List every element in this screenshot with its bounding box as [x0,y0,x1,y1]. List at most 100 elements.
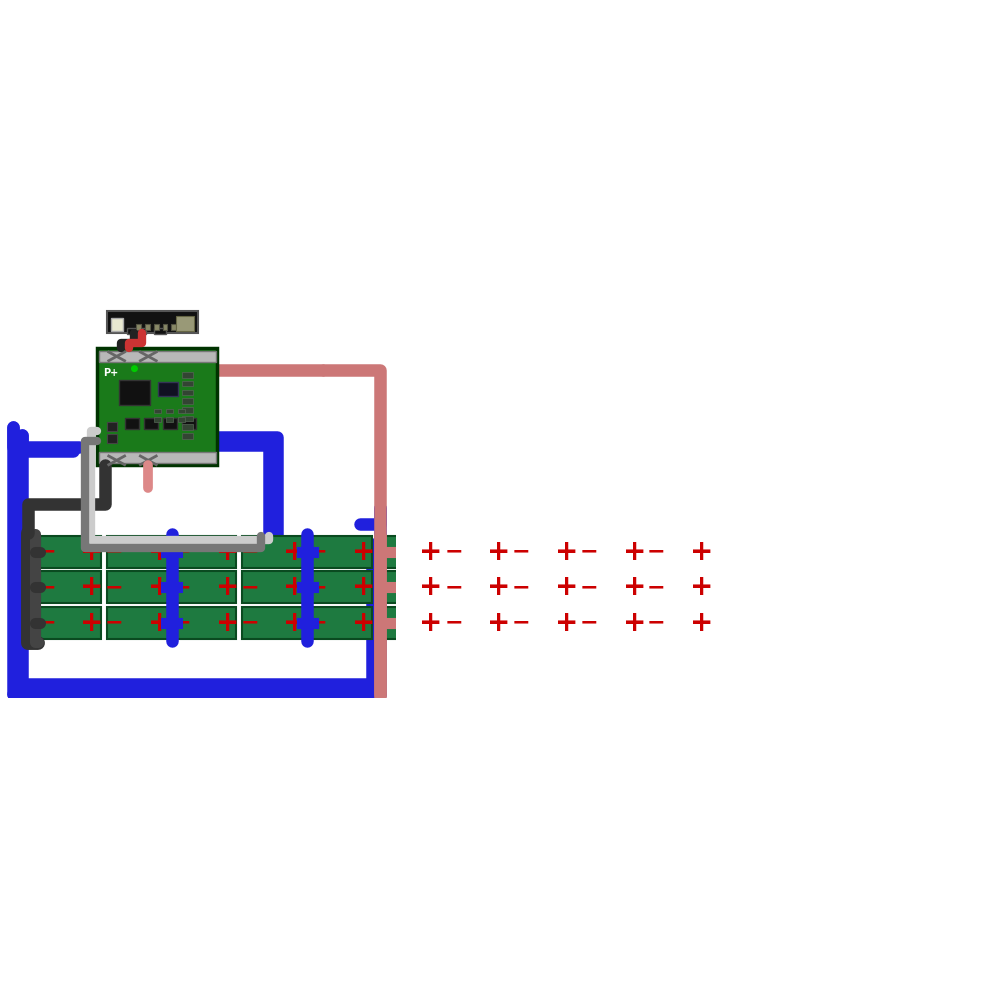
Bar [162,418,177,429]
Bar [143,418,158,429]
Bar [378,536,439,568]
Bar [178,408,185,413]
Bar [154,323,158,330]
Bar [182,424,193,429]
Bar [182,389,193,395]
Text: −: − [647,613,666,633]
Text: +: + [80,538,104,566]
Bar [182,407,193,412]
Bar [242,572,303,604]
Bar [175,572,236,604]
Bar [107,572,168,604]
Bar [107,536,168,568]
Bar [514,607,575,639]
Text: +: + [351,574,375,602]
Text: −: − [37,613,56,633]
Bar [178,417,185,422]
Circle shape [132,365,137,371]
Bar [182,398,193,403]
Text: +: + [283,574,306,602]
Text: −: − [580,613,599,633]
Text: −: − [104,613,123,633]
Text: +: + [623,609,647,637]
Bar [40,536,101,568]
Text: +: + [555,574,578,602]
Text: +: + [691,574,714,602]
Bar [40,572,101,604]
Text: +: + [283,609,306,637]
Bar [583,607,644,639]
Text: −: − [512,613,531,633]
Text: −: − [37,578,56,598]
Text: −: − [512,578,531,598]
Bar [107,434,117,443]
Bar [40,607,101,639]
Text: +: + [216,609,239,637]
Text: +: + [148,574,171,602]
Bar [154,417,161,422]
Bar [154,328,166,333]
Bar [124,418,139,429]
Bar [154,408,161,413]
Bar [145,323,150,330]
Text: +: + [80,609,104,637]
Text: +: + [487,609,511,637]
Bar [650,572,711,604]
Text: −: − [173,542,191,562]
Text: P+: P+ [103,367,118,377]
Bar [107,607,168,639]
Bar [97,348,217,464]
Text: −: − [240,542,259,562]
Text: −: − [240,578,259,598]
Bar [378,607,439,639]
Text: +: + [623,574,647,602]
Text: +: + [351,538,375,566]
Text: +: + [555,538,578,566]
Bar [446,536,508,568]
Text: +: + [216,538,239,566]
Bar [650,607,711,639]
Text: −: − [580,542,599,562]
Bar [136,323,141,330]
Bar [182,372,193,377]
Bar [166,417,173,422]
Text: −: − [375,613,394,633]
Bar [514,572,575,604]
Text: +: + [487,538,511,566]
Bar [176,315,194,331]
Bar [119,379,150,405]
Text: −: − [37,542,56,562]
Bar [446,572,508,604]
Bar [175,536,236,568]
Text: +: + [148,609,171,637]
Bar [162,323,167,330]
Bar [111,318,123,330]
Text: −: − [308,542,327,562]
Bar [182,415,193,421]
Text: −: − [104,578,123,598]
Text: −: − [647,542,666,562]
Bar [650,536,711,568]
Text: +: + [216,574,239,602]
Bar [182,380,193,386]
Text: +: + [419,574,442,602]
Text: +: + [691,538,714,566]
Text: +: + [623,538,647,566]
Text: −: − [104,542,123,562]
Bar [171,323,176,330]
Bar [175,607,236,639]
Text: −: − [647,578,666,598]
Bar [166,408,173,413]
Text: +: + [419,538,442,566]
Text: −: − [375,542,394,562]
Text: +: + [351,609,375,637]
Text: +: + [555,609,578,637]
Text: −: − [173,578,191,598]
Text: +: + [283,538,306,566]
Text: −: − [240,613,259,633]
Bar [182,433,193,438]
Text: −: − [444,542,462,562]
Bar [311,607,372,639]
Text: −: − [308,613,327,633]
Bar [107,422,117,431]
